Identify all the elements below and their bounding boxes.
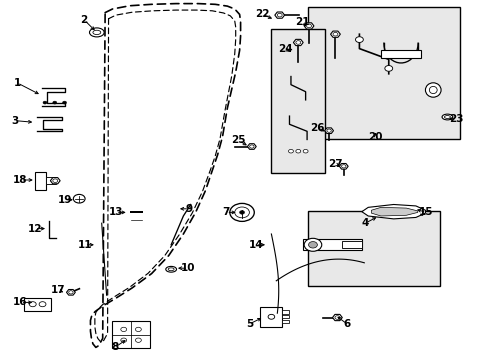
Text: 5: 5 (245, 319, 252, 329)
Polygon shape (361, 204, 425, 219)
Bar (307, 211, 439, 286)
Text: 4: 4 (361, 218, 368, 228)
Ellipse shape (441, 114, 452, 120)
Text: 13: 13 (108, 207, 123, 217)
Circle shape (53, 101, 57, 104)
Text: 22: 22 (255, 9, 269, 19)
Circle shape (249, 145, 254, 148)
Circle shape (384, 66, 392, 71)
Circle shape (332, 32, 337, 36)
Ellipse shape (93, 30, 101, 35)
Bar (46, 177, 56, 184)
Circle shape (267, 314, 274, 319)
Text: 8: 8 (111, 342, 118, 352)
Text: 11: 11 (77, 240, 92, 250)
Text: 21: 21 (294, 17, 309, 27)
Polygon shape (50, 177, 60, 184)
Bar (35, 172, 46, 190)
Polygon shape (247, 144, 256, 149)
Circle shape (234, 207, 249, 218)
Circle shape (68, 291, 73, 294)
Polygon shape (66, 289, 75, 295)
Text: 15: 15 (418, 207, 433, 217)
Circle shape (62, 101, 66, 104)
Circle shape (39, 302, 46, 307)
Ellipse shape (444, 116, 449, 118)
Circle shape (121, 338, 126, 342)
Polygon shape (274, 12, 284, 18)
Circle shape (334, 316, 339, 319)
Circle shape (303, 149, 307, 153)
Circle shape (326, 129, 331, 132)
Ellipse shape (428, 86, 436, 94)
Circle shape (341, 165, 345, 168)
Bar (112, 321, 149, 348)
Text: 16: 16 (13, 297, 28, 307)
Bar (260, 307, 282, 327)
Polygon shape (304, 23, 313, 29)
Circle shape (53, 179, 58, 183)
Circle shape (229, 203, 254, 221)
Circle shape (135, 327, 141, 332)
Bar (307, 7, 459, 139)
Polygon shape (332, 314, 342, 321)
Bar (282, 315, 288, 318)
Circle shape (355, 37, 363, 42)
Text: 23: 23 (448, 114, 463, 124)
Text: 7: 7 (222, 207, 230, 217)
Text: 20: 20 (367, 132, 382, 142)
Circle shape (306, 24, 311, 28)
Circle shape (121, 327, 126, 332)
Text: 6: 6 (343, 319, 350, 329)
Polygon shape (339, 163, 347, 169)
Text: 25: 25 (231, 135, 245, 145)
Bar (282, 320, 288, 323)
Circle shape (308, 242, 317, 248)
Ellipse shape (425, 83, 440, 97)
Text: 17: 17 (50, 285, 65, 295)
Polygon shape (371, 207, 417, 216)
Text: 14: 14 (248, 240, 263, 250)
Circle shape (29, 302, 36, 307)
Circle shape (277, 13, 282, 17)
Circle shape (295, 149, 300, 153)
Circle shape (135, 338, 141, 342)
Circle shape (73, 194, 85, 203)
Bar (342, 241, 361, 248)
Circle shape (43, 101, 47, 104)
Bar (381, 50, 420, 58)
Text: 2: 2 (81, 15, 87, 25)
Text: 24: 24 (277, 44, 292, 54)
Bar (24, 298, 51, 311)
Circle shape (288, 149, 293, 153)
Text: 19: 19 (58, 195, 72, 205)
Bar (271, 29, 325, 173)
Circle shape (295, 41, 300, 44)
Ellipse shape (89, 28, 104, 37)
Text: 26: 26 (309, 123, 324, 133)
Text: 27: 27 (327, 159, 342, 169)
Circle shape (304, 238, 321, 251)
Polygon shape (324, 128, 333, 134)
Polygon shape (330, 31, 340, 37)
Polygon shape (293, 39, 303, 46)
Text: 10: 10 (181, 263, 195, 273)
Text: 12: 12 (27, 224, 42, 234)
Text: 9: 9 (185, 204, 192, 214)
Bar (303, 239, 361, 250)
Text: 1: 1 (14, 78, 20, 88)
Bar (282, 310, 288, 314)
Ellipse shape (165, 266, 176, 272)
Text: 18: 18 (13, 175, 28, 185)
Circle shape (239, 211, 244, 214)
Text: 3: 3 (11, 116, 18, 126)
Ellipse shape (168, 268, 174, 271)
